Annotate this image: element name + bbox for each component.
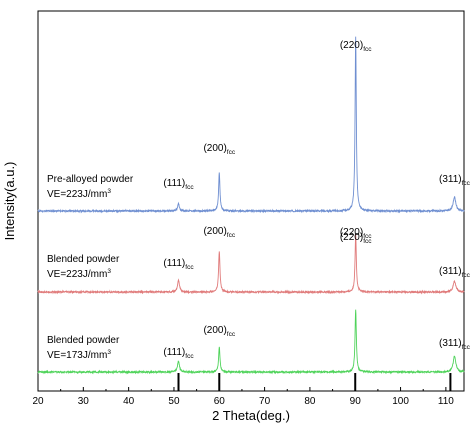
series-line (37, 36, 465, 214)
x-tick-label: 30 (78, 396, 90, 407)
series-label: Blended powder (47, 335, 120, 346)
peak-label: (111)fcc (163, 258, 194, 271)
series-line (37, 309, 465, 375)
x-axis-title: 2 Theta(deg.) (212, 408, 290, 423)
peak-label: (200)fcc (203, 226, 235, 239)
peak-label: (111)fcc (163, 347, 194, 360)
peak-label: (311)fcc (439, 266, 471, 279)
series-line (37, 234, 465, 295)
peak-label: (311)fcc (439, 174, 471, 187)
x-tick-label: 20 (32, 396, 44, 407)
series-label-ve: VE=173J/mm3 (47, 349, 111, 361)
series-label: Blended powder (47, 254, 120, 265)
x-tick-label: 80 (304, 396, 316, 407)
x-tick-label: 70 (259, 396, 271, 407)
peak-label: (311)fcc (439, 338, 471, 351)
series-label-ve: VE=223J/mm3 (47, 268, 111, 280)
x-tick-label: 100 (392, 396, 409, 407)
series-label: Pre-alloyed powder (47, 174, 134, 185)
series-label-ve: VE=223J/mm3 (47, 188, 111, 200)
y-axis-title: Intensity(a.u.) (2, 162, 17, 241)
peak-label: (220)fcc (340, 232, 372, 245)
peak-label: (200)fcc (203, 143, 235, 156)
x-tick-label: 90 (350, 396, 362, 407)
x-tick-label: 60 (214, 396, 226, 407)
x-tick-label: 50 (168, 396, 180, 407)
peak-label: (220)fcc (340, 227, 372, 240)
x-tick-label: 40 (123, 396, 135, 407)
peak-label: (220)fcc (340, 40, 372, 53)
plot-frame (37, 10, 465, 392)
peak-label: (200)fcc (203, 325, 235, 338)
peak-label: (111)fcc (163, 178, 194, 191)
x-tick-label: 110 (438, 396, 454, 407)
